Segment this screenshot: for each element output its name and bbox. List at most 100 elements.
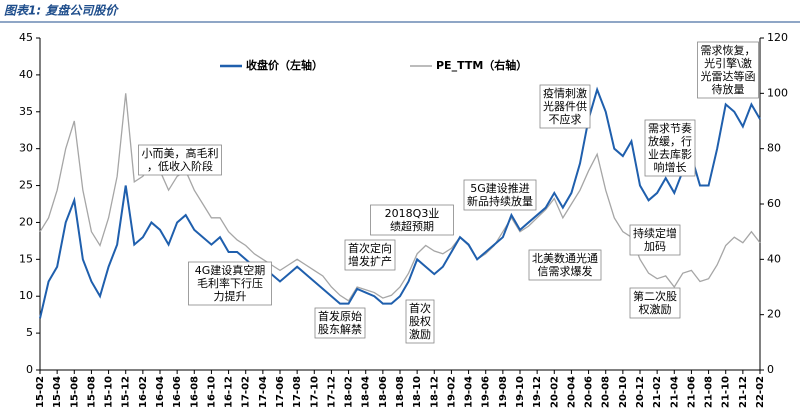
x-tick-label: 20-12 <box>635 376 646 408</box>
annotation-text: 光雷达等函 <box>701 69 756 83</box>
x-tick-label: 15-08 <box>86 376 97 408</box>
annotation-text: 激励 <box>409 327 431 341</box>
x-tick-label: 21-12 <box>738 376 749 408</box>
y-tick-label: 15 <box>19 252 33 265</box>
annotation-box <box>644 119 696 177</box>
annotation-box <box>528 249 602 281</box>
annotation-box <box>138 144 222 176</box>
y2-tick-label: 0 <box>767 363 774 376</box>
annotation-text: 绩超预期 <box>390 219 434 233</box>
annotation-box <box>314 307 366 339</box>
x-tick-label: 15-02 <box>35 376 46 408</box>
y2-tick-label: 20 <box>767 308 781 321</box>
x-tick-label: 15-04 <box>52 376 63 408</box>
annotation-text: 力提升 <box>214 290 247 303</box>
annotation-text: 需求节奏 <box>648 122 692 135</box>
x-tick-label: 19-12 <box>532 376 543 408</box>
annotation-text: 业去库影 <box>648 148 692 161</box>
annotation-text: 需求恢复， <box>701 43 756 57</box>
x-tick-label: 20-02 <box>549 376 560 408</box>
annotation-text: 5G建设推进 <box>470 181 530 195</box>
annotation-text: 毛利率下行压 <box>197 276 263 290</box>
chart-title: 图表1: 复盘公司股价 <box>4 4 119 18</box>
annotation-text: 权激励 <box>639 302 672 316</box>
x-tick-label: 17-08 <box>292 376 303 408</box>
annotation-text: 待放量 <box>712 82 745 96</box>
x-tick-label: 16-02 <box>138 376 149 408</box>
x-tick-label: 20-10 <box>618 376 629 408</box>
annotation-text: 不应求 <box>549 112 582 126</box>
annotation-text: 小而美，高毛利 <box>142 146 219 160</box>
x-tick-label: 16-04 <box>155 376 166 408</box>
y-tick-label: 10 <box>19 289 33 302</box>
y-tick-label: 40 <box>19 68 33 81</box>
y2-tick-label: 60 <box>767 197 781 210</box>
x-tick-label: 16-10 <box>206 376 217 408</box>
x-tick-label: 19-08 <box>498 376 509 408</box>
y-tick-label: 35 <box>19 105 33 118</box>
annotation-text: 股东解禁 <box>318 322 362 336</box>
annotation-text: 4G建设真空期 <box>195 263 266 277</box>
annotation-box <box>463 179 537 211</box>
annotation-text: 2018Q3业 <box>385 207 440 220</box>
x-tick-label: 17-04 <box>258 376 269 408</box>
annotation-text: 第二次股 <box>633 289 677 303</box>
annotation-text: 北美数通光通 <box>532 251 598 265</box>
y-tick-label: 45 <box>19 31 33 44</box>
y2-tick-label: 40 <box>767 252 781 265</box>
x-tick-label: 15-12 <box>121 376 132 408</box>
x-tick-label: 21-08 <box>704 376 715 408</box>
x-tick-label: 16-12 <box>224 376 235 408</box>
x-tick-label: 20-04 <box>566 376 577 408</box>
y-tick-label: 0 <box>26 363 33 376</box>
x-tick-label: 22-02 <box>755 376 766 408</box>
x-tick-label: 17-06 <box>275 376 286 408</box>
annotation-text: 放缓，行 <box>648 134 692 148</box>
y-tick-label: 20 <box>19 215 33 228</box>
x-tick-label: 21-10 <box>721 376 732 408</box>
x-tick-label: 19-10 <box>515 376 526 408</box>
y2-tick-label: 100 <box>767 86 788 99</box>
annotation-box <box>629 287 681 319</box>
x-tick-label: 17-02 <box>241 376 252 408</box>
y-tick-label: 5 <box>26 326 33 339</box>
annotation-text: 光引擎\激 <box>704 56 752 70</box>
annotation-text: 信需求爆发 <box>538 264 593 278</box>
y2-tick-label: 80 <box>767 142 781 155</box>
annotation-box <box>344 239 396 271</box>
x-tick-label: 21-02 <box>652 376 663 408</box>
x-tick-label: 17-12 <box>326 376 337 408</box>
x-tick-label: 18-06 <box>378 376 389 408</box>
annotation-box <box>697 41 759 99</box>
x-tick-label: 19-04 <box>464 376 475 408</box>
x-tick-label: 15-06 <box>69 376 80 408</box>
series-line <box>39 86 761 319</box>
x-tick-label: 18-02 <box>344 376 355 408</box>
y-tick-label: 30 <box>19 142 33 155</box>
y2-tick-label: 120 <box>767 31 788 44</box>
annotation-box <box>188 261 272 306</box>
x-tick-label: 19-02 <box>446 376 457 408</box>
x-tick-label: 16-06 <box>172 376 183 408</box>
annotation-text: 加码 <box>644 240 666 253</box>
annotation-box <box>405 299 435 344</box>
annotation-text: 疫情刺激 <box>543 86 587 100</box>
annotation-text: 增发扩产 <box>348 254 392 268</box>
annotation-text: ，低收入阶段 <box>147 159 213 173</box>
annotation-text: 持续定增 <box>633 226 677 240</box>
y-tick-label: 25 <box>19 179 33 192</box>
annotation-text: 首发原始 <box>318 309 362 323</box>
annotation-text: 首次定向 <box>348 241 392 255</box>
x-tick-label: 20-06 <box>584 376 595 408</box>
x-tick-label: 20-08 <box>601 376 612 408</box>
legend-label: PE_TTM（右轴） <box>436 58 527 72</box>
annotation-box <box>539 84 591 129</box>
legend-label: 收盘价（左轴） <box>246 58 323 72</box>
annotation-text: 光器件供 <box>543 99 587 113</box>
x-tick-label: 21-04 <box>669 376 680 408</box>
x-tick-label: 18-08 <box>395 376 406 408</box>
x-tick-label: 18-10 <box>412 376 423 408</box>
annotation-text: 响增长 <box>654 160 687 174</box>
annotation-box <box>370 204 454 236</box>
